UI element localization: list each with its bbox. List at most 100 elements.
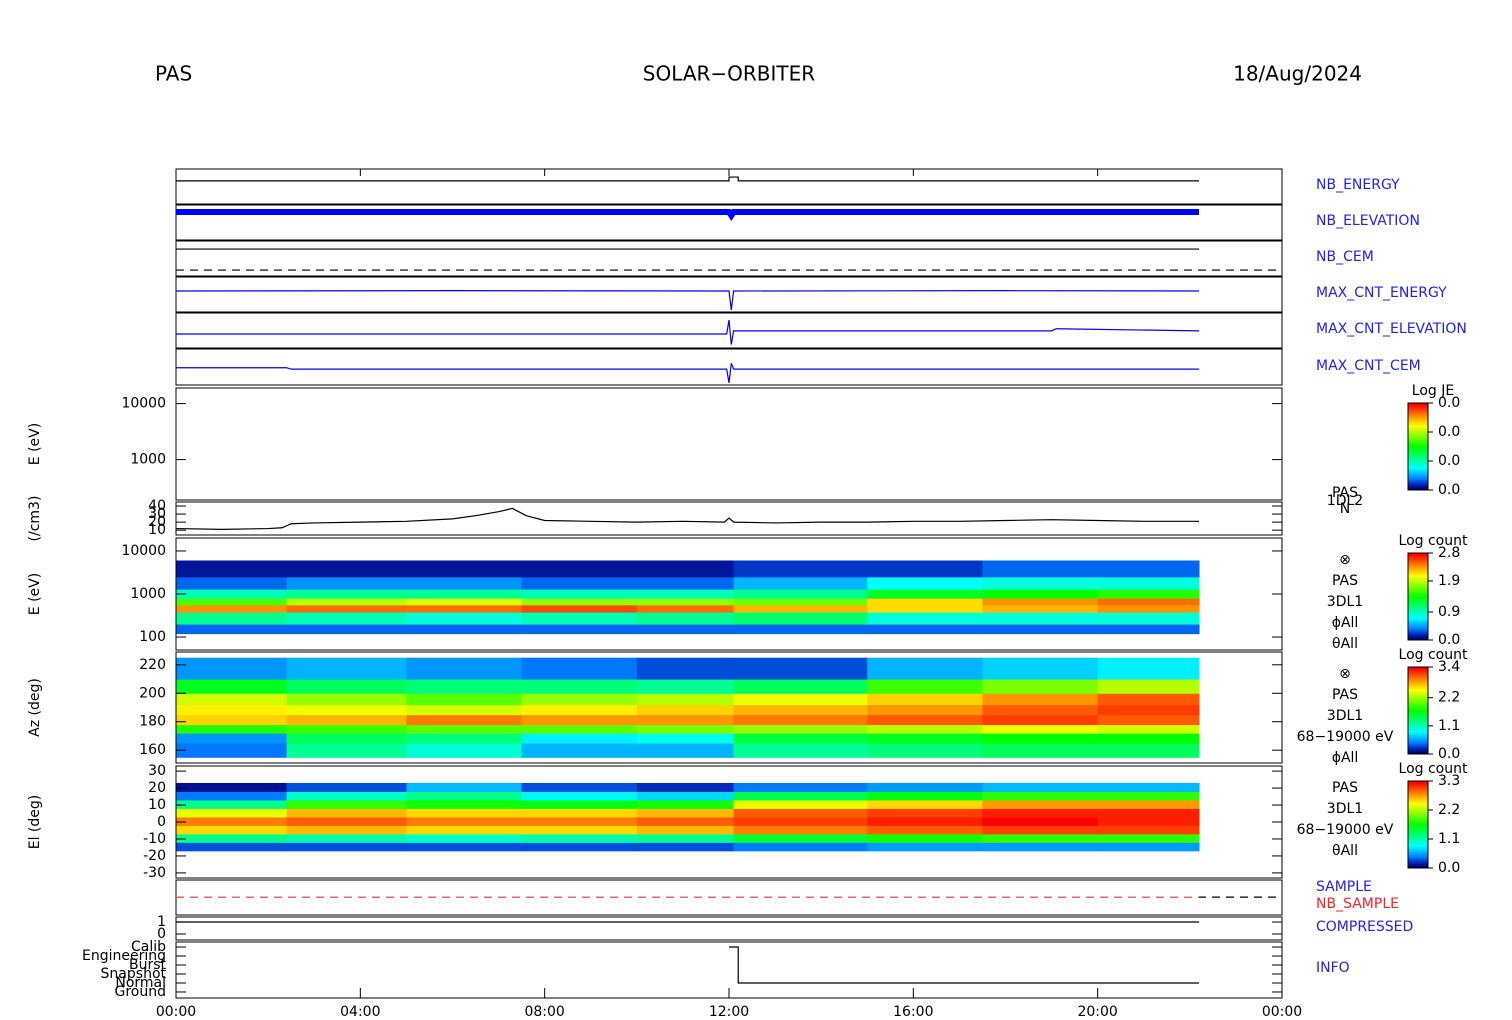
x-tick-label: 08:00 bbox=[524, 1004, 564, 1020]
colorbar-step bbox=[1408, 594, 1428, 597]
heat-cell bbox=[406, 733, 523, 744]
colorbar-step bbox=[1408, 603, 1428, 606]
colorbar-step bbox=[1408, 426, 1428, 430]
colorbar-step bbox=[1408, 749, 1428, 753]
heat-cell bbox=[636, 714, 735, 726]
heat-cell bbox=[982, 842, 1099, 852]
colorbar-tick-label: 2.2 bbox=[1438, 802, 1460, 818]
colorbar-step bbox=[1408, 435, 1428, 439]
colorbar-step bbox=[1408, 592, 1428, 595]
heat-cell bbox=[867, 833, 983, 843]
colorbar-tick-label: 0.0 bbox=[1438, 453, 1460, 469]
colorbar-step bbox=[1408, 804, 1428, 808]
colorbar-step bbox=[1408, 686, 1428, 690]
heat-cell bbox=[286, 679, 407, 694]
colorbar-step bbox=[1408, 609, 1428, 613]
heat-cell bbox=[521, 704, 638, 716]
heat-cell bbox=[286, 576, 407, 590]
colorbar-step bbox=[1408, 667, 1428, 670]
heat-cell bbox=[521, 657, 638, 680]
panel-label: NB_ENERGY bbox=[1316, 177, 1400, 193]
y-tick-label: Burst bbox=[129, 957, 167, 973]
heat-cell bbox=[1097, 612, 1200, 625]
y-tick-label: 0 bbox=[157, 926, 166, 942]
heat-cell bbox=[176, 733, 288, 744]
heat-cell bbox=[286, 589, 407, 599]
colorbar-step bbox=[1408, 723, 1428, 727]
heat-cell bbox=[286, 693, 407, 706]
panel-frame bbox=[175, 651, 1283, 764]
y-axis-label: E (eV) bbox=[27, 423, 43, 465]
heat-cell bbox=[733, 833, 868, 843]
heat-cell bbox=[982, 604, 1099, 613]
heat-cell bbox=[176, 612, 288, 625]
heat-cell bbox=[982, 724, 1099, 734]
panel-label: 3DL1 bbox=[1327, 801, 1363, 817]
colorbar-step bbox=[1408, 688, 1428, 692]
colorbar-step bbox=[1408, 446, 1428, 450]
heat-cell bbox=[636, 589, 735, 599]
instrument: PAS bbox=[155, 62, 192, 86]
colorbar-step bbox=[1408, 459, 1428, 463]
heat-cell bbox=[176, 589, 288, 599]
colorbar-step bbox=[1408, 781, 1428, 784]
colorbar-step bbox=[1408, 600, 1428, 604]
heat-cell bbox=[982, 816, 1099, 826]
heat-cell bbox=[176, 743, 288, 758]
panel-label: NB_SAMPLE bbox=[1316, 896, 1399, 912]
heat-cell bbox=[1097, 833, 1200, 843]
heat-cell bbox=[867, 624, 983, 635]
heat-cell bbox=[982, 589, 1099, 599]
colorbar-step bbox=[1408, 403, 1428, 406]
heat-cell bbox=[406, 604, 523, 613]
colorbar-step bbox=[1408, 701, 1428, 705]
colorbar-step bbox=[1408, 583, 1428, 587]
colorbar-label: Log JE bbox=[1412, 383, 1454, 399]
heat-cell bbox=[176, 693, 288, 706]
colorbar-step bbox=[1408, 712, 1428, 716]
colorbar-frame bbox=[1407, 666, 1429, 755]
colorbar-step bbox=[1408, 680, 1428, 683]
heat-cell bbox=[406, 589, 523, 599]
heat-cell bbox=[286, 808, 407, 818]
heat-cell bbox=[176, 598, 288, 606]
colorbar-step bbox=[1408, 734, 1428, 738]
panel-frame bbox=[175, 312, 1283, 349]
heat-cell bbox=[406, 825, 523, 835]
heat-cell bbox=[286, 624, 407, 635]
colorbar-step bbox=[1408, 485, 1428, 489]
colorbar-step bbox=[1408, 789, 1428, 793]
colorbar-tick-label: 0.0 bbox=[1438, 632, 1460, 648]
colorbar-step bbox=[1408, 725, 1428, 729]
colorbar-step bbox=[1408, 669, 1428, 672]
heat-cell bbox=[286, 704, 407, 716]
y-tick-label: 0 bbox=[157, 814, 166, 830]
panel-label: COMPRESSED bbox=[1316, 919, 1413, 935]
y-tick-label: -30 bbox=[143, 865, 166, 881]
colorbar-step bbox=[1408, 831, 1428, 834]
colorbar-step bbox=[1408, 839, 1428, 843]
y-tick-label: Calib bbox=[131, 939, 166, 955]
colorbar-step bbox=[1408, 483, 1428, 487]
y-tick-label: 30 bbox=[148, 763, 166, 779]
colorbar-step bbox=[1408, 429, 1428, 432]
colorbar-step bbox=[1408, 791, 1428, 795]
y-tick-label: 100 bbox=[139, 629, 166, 645]
date: 18/Aug/2024 bbox=[1233, 62, 1362, 86]
heat-cell bbox=[1097, 714, 1200, 726]
colorbar-step bbox=[1408, 457, 1428, 461]
heat-cell bbox=[286, 799, 407, 809]
colorbar-step bbox=[1408, 787, 1428, 791]
panel-label: 3DL1 bbox=[1327, 708, 1363, 724]
heat-cell bbox=[867, 693, 983, 706]
panel-label: NB_CEM bbox=[1316, 249, 1374, 265]
x-tick-label: 20:00 bbox=[1077, 1004, 1117, 1020]
colorbar-step bbox=[1408, 553, 1428, 556]
colorbar-step bbox=[1408, 437, 1428, 441]
panel-frame bbox=[175, 348, 1283, 386]
heat-cell bbox=[636, 576, 735, 590]
colorbar-step bbox=[1408, 613, 1428, 617]
heat-cell bbox=[867, 782, 983, 792]
series-line bbox=[729, 946, 1200, 984]
heat-cell bbox=[1097, 733, 1200, 744]
